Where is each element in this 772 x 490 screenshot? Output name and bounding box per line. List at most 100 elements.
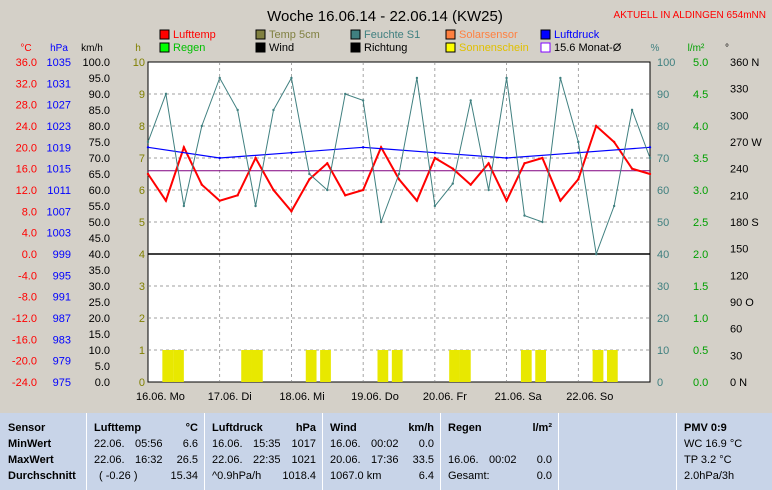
series-point [236, 108, 239, 112]
hpa-tick-label: 1031 [47, 78, 71, 90]
kmh-tick-label: 75.0 [89, 137, 110, 149]
series-layer [146, 76, 652, 382]
sunshine-bar [320, 350, 331, 382]
legend-swatch [255, 29, 266, 40]
legend: Lufttemp Temp 5cm Feuchte S1 Solarsensor Luf… [159, 29, 622, 54]
temp-axis: 36.0 32.0 28.0 24.0 20.0 16.0 12.0 8.0 4.0 0.0 -4.… [12, 57, 37, 389]
sunshine-bar [241, 350, 252, 382]
hpa-tick-label: 999 [53, 249, 71, 261]
series-point [344, 194, 347, 197]
series-point [469, 99, 472, 102]
regen-column: Regen l/m² 16.06. 00:02 0.0 Gesamt: 0.0 [441, 413, 559, 490]
series-point [182, 204, 186, 208]
pmv-pressure-trend: 2.0hPa/3h [684, 470, 735, 482]
series-point [523, 162, 526, 165]
legend-label: Luftdruck [554, 29, 600, 41]
wind-max-time: 17:36 [371, 454, 399, 466]
regen-header: Regen [448, 422, 482, 434]
hpa-tick-label: 1035 [47, 57, 71, 69]
rain-unit-label: l/m² [688, 43, 705, 54]
percent-tick-label: 100 [657, 57, 675, 69]
h-unit-label: h [135, 43, 141, 54]
h-tick-label: 1 [139, 345, 145, 357]
sensor-row-avg: Durchschnitt [8, 470, 76, 482]
x-tick-label: 22.06. So [566, 391, 613, 403]
percent-tick-label: 90 [657, 89, 669, 101]
temp-tick-label: 4.0 [22, 228, 37, 240]
series-line-luftdruck [147, 146, 651, 159]
temp-tick-label: 16.0 [16, 164, 37, 176]
rain-tick-label: 1.0 [693, 313, 708, 325]
lufttemp-min-date: 22.06. [94, 438, 125, 450]
series-point [290, 76, 293, 80]
sunshine-bar [377, 350, 389, 382]
temp-tick-label: -20.0 [12, 356, 37, 368]
series-point [451, 182, 454, 185]
h-tick-label: 6 [139, 185, 145, 197]
regen-unit: l/m² [532, 422, 552, 434]
percent-tick-label: 40 [657, 249, 669, 261]
rain-tick-label: 5.0 [693, 57, 708, 69]
series-point [577, 178, 580, 181]
series-point [254, 156, 257, 160]
wind-min-date: 16.06. [330, 438, 361, 450]
percent-tick-label: 20 [657, 313, 669, 325]
rain-tick-label: 0.0 [693, 377, 708, 389]
legend-label: Sonnenschein [459, 42, 529, 54]
direction-tick-label: 120 [730, 270, 748, 282]
luftdruck-avg-value: 1018.4 [282, 470, 316, 482]
percent-tick-label: 30 [657, 281, 669, 293]
x-axis-labels: 16.06. Mo 17.06. Di 18.06. Mi 19.06. Do 20.0… [136, 391, 613, 403]
luftdruck-min-value: 1017 [291, 438, 316, 450]
legend-swatch [540, 29, 551, 40]
rain-tick-label: 0.5 [693, 345, 708, 357]
kmh-tick-label: 60.0 [89, 185, 110, 197]
legend-label: 15.6 Monat-Ø [554, 42, 622, 54]
sunshine-bar [162, 350, 174, 382]
direction-tick-label: 30 [730, 350, 742, 362]
legend-swatch [159, 29, 170, 40]
series-point [433, 156, 437, 160]
hpa-tick-label: 991 [53, 292, 71, 304]
kmh-tick-label: 25.0 [89, 297, 110, 309]
weather-chart: Woche 16.06.14 - 22.06.14 (KW25) AKTUELL… [11, 8, 766, 403]
lufttemp-max-value: 26.5 [176, 454, 198, 466]
hpa-axis: 1035 1031 1027 1023 1019 1015 1011 1007 1003 999 9… [47, 57, 71, 389]
h-tick-label: 5 [139, 217, 145, 229]
hpa-tick-label: 1007 [47, 206, 71, 218]
luftdruck-unit: hPa [295, 422, 316, 434]
kmh-tick-label: 70.0 [89, 153, 110, 165]
legend-label: Wind [269, 42, 294, 54]
hpa-tick-label: 995 [53, 270, 71, 282]
sunshine-bar [251, 350, 263, 382]
h-tick-label: 0 [139, 377, 145, 389]
sunshine-bar [173, 350, 184, 382]
series-point [505, 199, 508, 202]
kmh-tick-label: 20.0 [89, 313, 110, 325]
temp-tick-label: -24.0 [12, 377, 37, 389]
series-point [272, 108, 275, 112]
rain-tick-label: 4.5 [693, 89, 708, 101]
sunshine-bar [305, 350, 317, 382]
kmh-tick-label: 90.0 [89, 89, 110, 101]
kmh-tick-label: 95.0 [89, 73, 110, 85]
sunshine-bar [391, 350, 403, 382]
pmv-windchill: WC 16.9 °C [684, 438, 743, 450]
series-point [595, 124, 598, 128]
direction-tick-label: 300 [730, 110, 748, 122]
regen-min-value: 0.0 [536, 454, 552, 466]
series-point [612, 140, 616, 144]
legend-label: Regen [173, 42, 205, 54]
temp-tick-label: 28.0 [16, 100, 37, 112]
h-tick-label: 10 [133, 57, 145, 69]
series-point [218, 76, 221, 80]
wind-min-time: 00:02 [371, 438, 399, 450]
series-point [577, 140, 580, 144]
percent-tick-label: 70 [657, 153, 669, 165]
direction-tick-label: 240 [730, 164, 748, 176]
rain-tick-label: 2.0 [693, 249, 708, 261]
sunshine-bar [606, 350, 618, 382]
wind-unit: km/h [408, 422, 434, 434]
hpa-tick-label: 1027 [47, 100, 71, 112]
temp-tick-label: -12.0 [12, 313, 37, 325]
